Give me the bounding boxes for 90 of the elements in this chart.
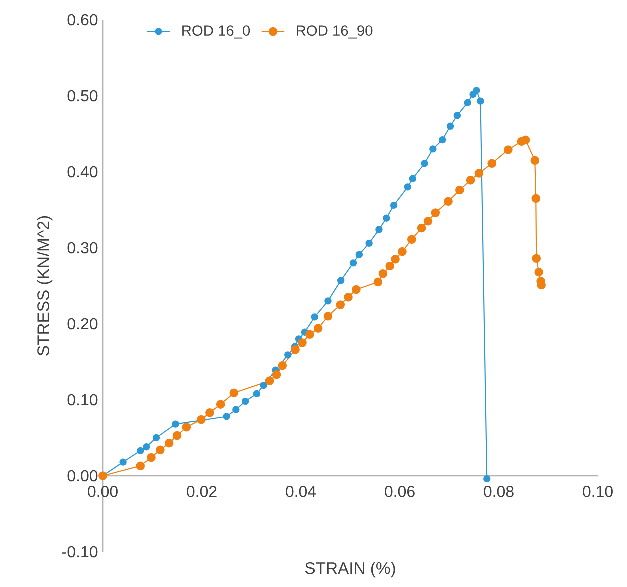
point [230,388,239,398]
y-tick-label: 0.00 [68,470,98,482]
point [404,184,412,191]
point [391,255,400,264]
point [444,197,453,206]
point [521,136,530,144]
x-tick-label: 0.10 [583,486,613,498]
point [344,293,353,302]
point [172,420,180,428]
y-tick-label: 0.10 [68,394,98,406]
x-tick-label: 0.06 [385,486,415,498]
point [197,415,206,424]
point [136,462,146,471]
point [356,251,364,258]
point [390,202,398,210]
x-tick-label: 0.08 [484,486,514,498]
point [182,422,192,432]
y-tick-label: 0.40 [68,166,98,178]
point [409,175,416,182]
x-tick-label: 0.02 [187,486,217,498]
point [352,285,361,294]
point [260,382,268,390]
point [152,434,160,442]
point [350,260,358,267]
point [530,156,540,166]
legend-label: ROD 16_90 [297,26,373,39]
point [374,278,383,287]
point [147,453,156,462]
point [431,208,440,218]
point [278,361,288,370]
point [454,112,462,120]
point [336,300,346,310]
point [242,398,250,406]
point [474,169,484,178]
x-axis-title: STRAIN (%) [305,562,396,578]
point [383,214,390,222]
legend-label: ROD 16_0 [182,26,250,39]
point [164,438,174,448]
point [464,99,472,106]
point [206,408,214,418]
point [324,298,332,305]
point [417,224,426,233]
point [455,186,464,195]
point [532,194,541,204]
point [504,146,513,154]
point [473,87,480,94]
point [466,176,476,185]
y-tick-label: 0.60 [68,14,98,26]
point [366,240,373,248]
point [398,247,407,256]
point [488,159,496,168]
point [156,446,165,455]
point [324,312,333,321]
point [284,352,292,359]
point [477,98,484,105]
point [438,136,446,144]
point [314,324,323,333]
point [430,146,437,153]
point [407,235,416,244]
point [378,269,388,278]
point [376,226,383,234]
point [172,431,182,440]
x-tick-label: 0.04 [286,486,316,498]
point [216,400,226,409]
y-tick-label: 0.20 [68,318,98,330]
point [137,447,144,455]
point [534,268,544,277]
point [298,338,307,348]
y-tick-label: 0.50 [68,90,98,102]
point [386,262,395,271]
point [424,217,433,226]
y-tick-label: -0.10 [62,546,98,558]
point [311,314,318,321]
point [306,330,314,340]
point [532,254,542,264]
point [484,475,491,483]
point [421,160,428,168]
point [265,376,274,386]
point [338,277,345,284]
point [291,345,300,354]
point [120,458,127,466]
y-axis-title: STRESS (KN/M^2) [37,216,53,356]
point [223,413,230,420]
y-tick-label: 0.30 [68,242,98,254]
x-tick-label: 0.00 [88,486,118,498]
point [232,406,240,414]
point [446,122,454,130]
point [272,370,282,380]
point [142,444,150,451]
point [253,390,261,398]
